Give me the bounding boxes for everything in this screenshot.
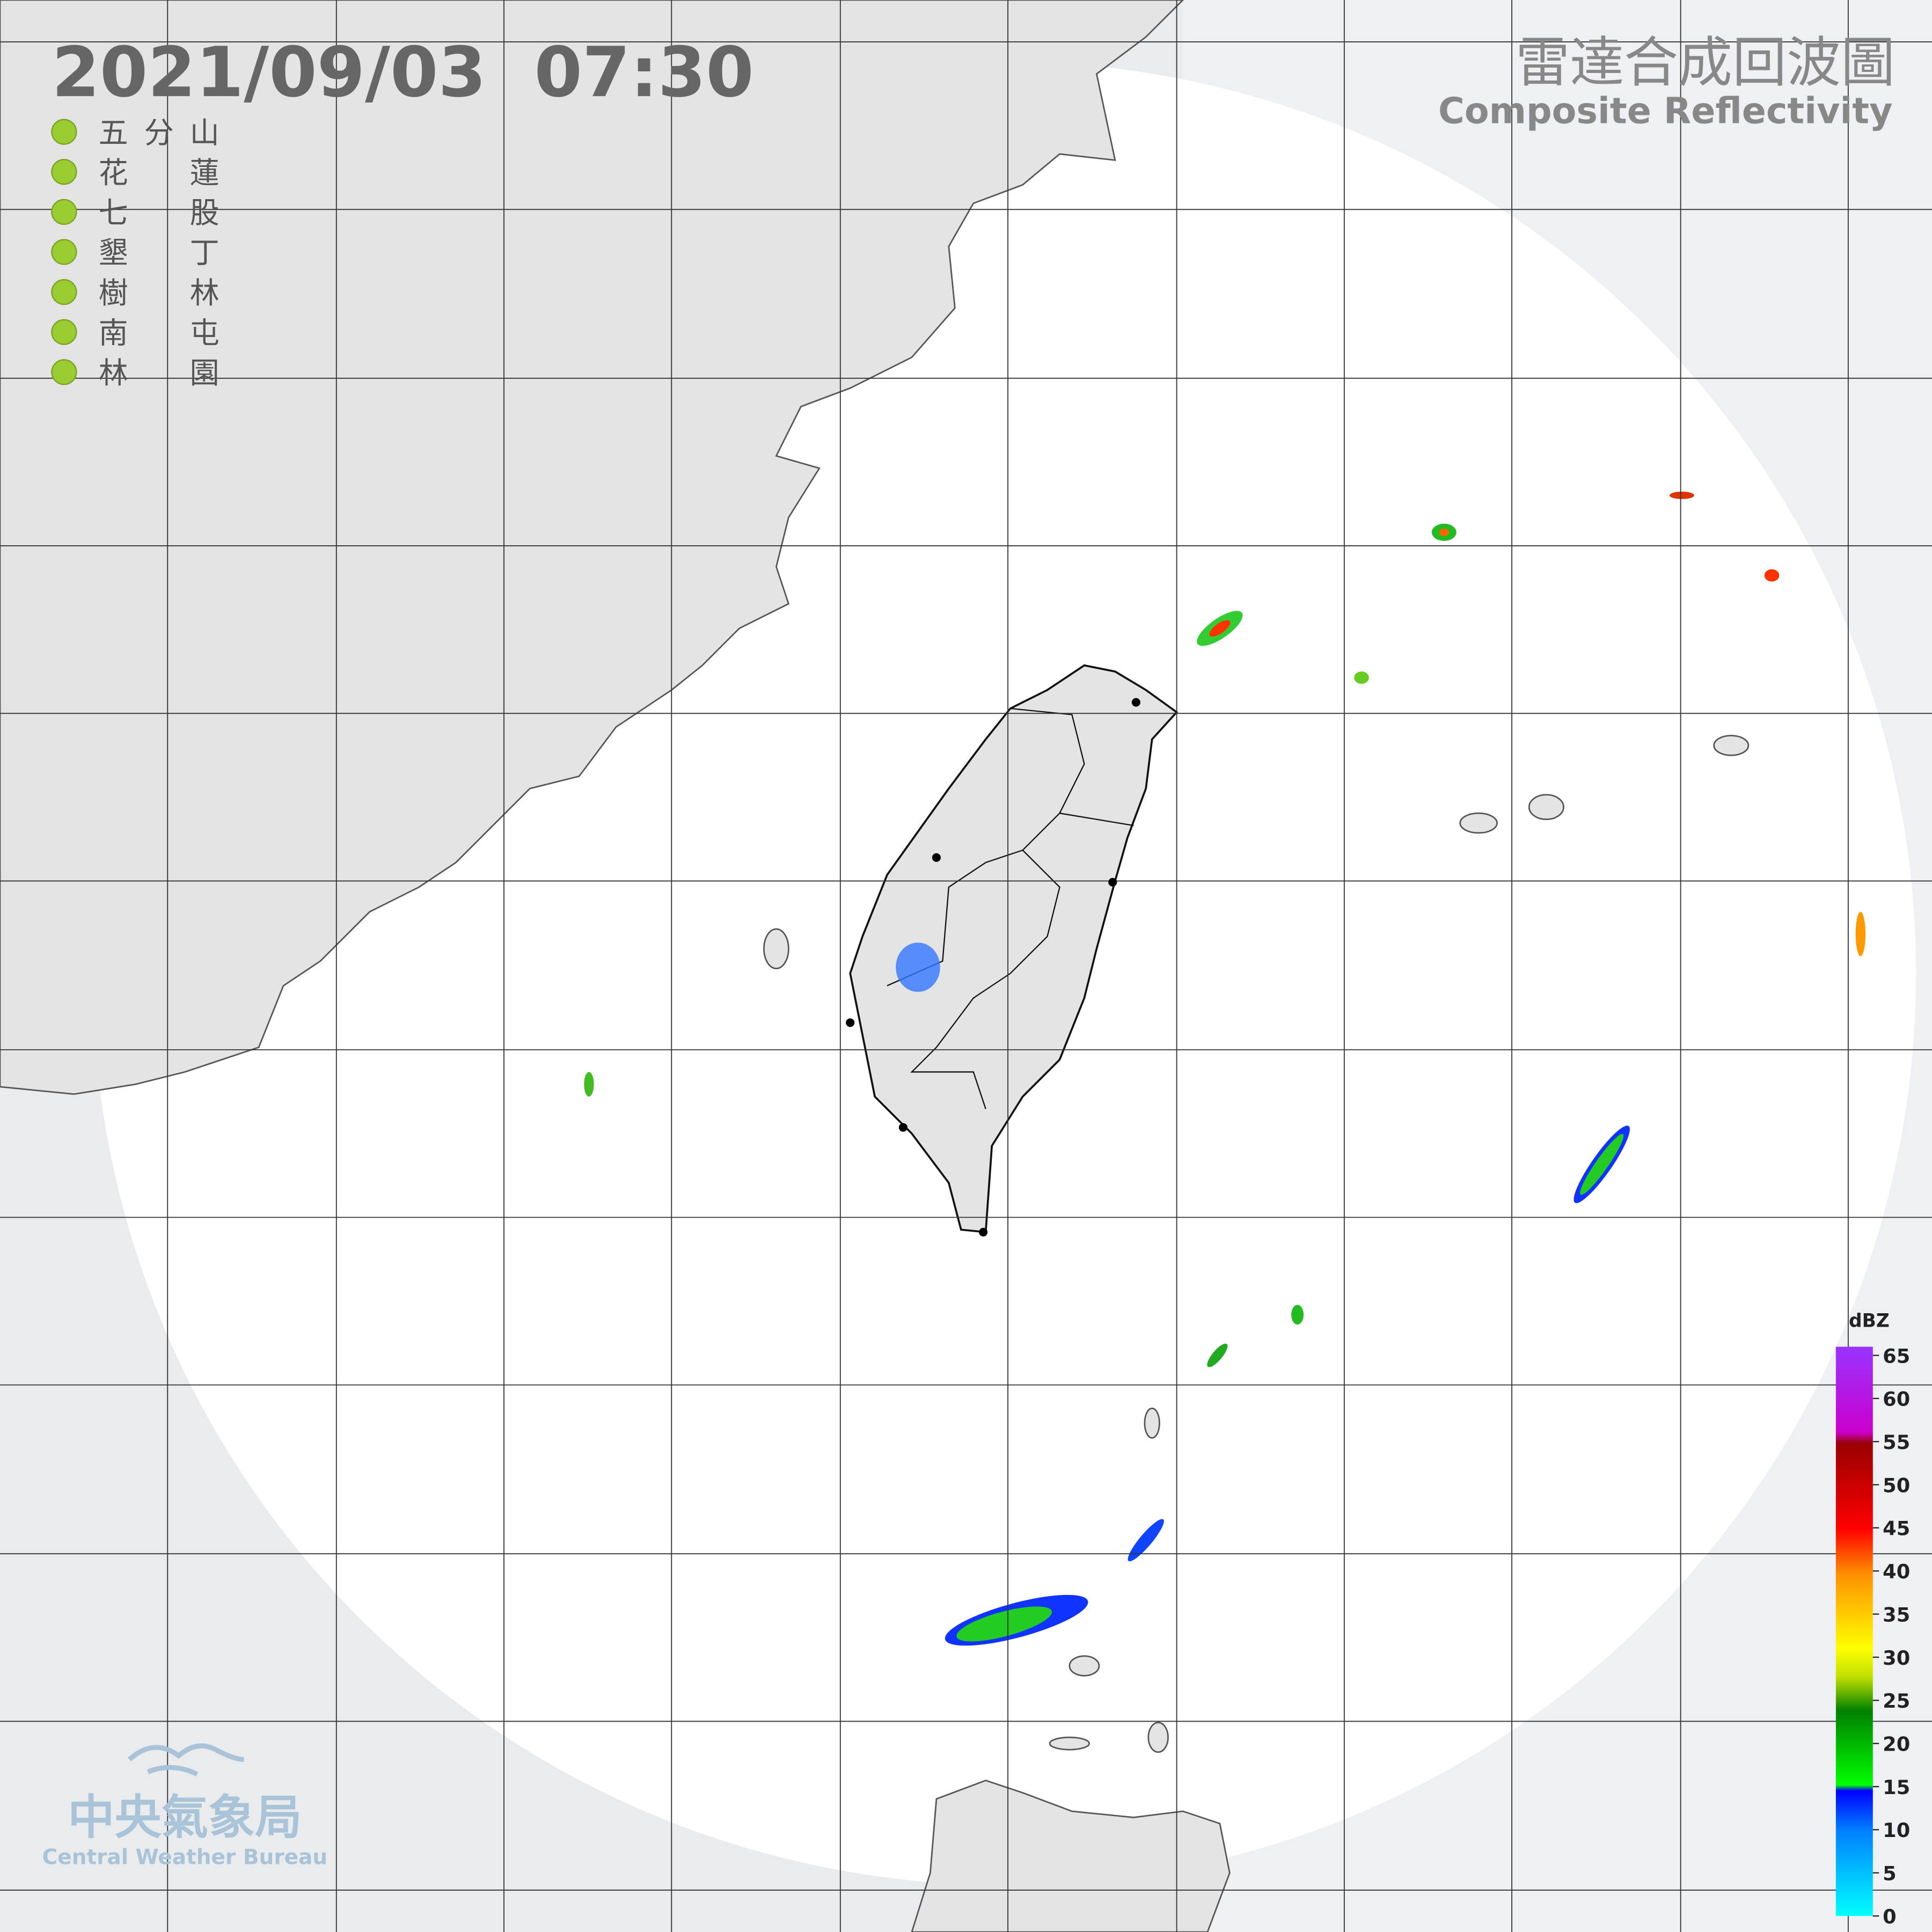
legend-tick-label: 65 [1883, 1344, 1910, 1367]
title: 雷達合成回波圖 [1516, 31, 1895, 94]
county-borders [887, 708, 1134, 1109]
station-dot [51, 319, 77, 345]
china-coast [0, 0, 1184, 1095]
station-dot [51, 119, 77, 145]
luzon [911, 1780, 1231, 1932]
station-dot [51, 199, 77, 225]
taiwan [849, 664, 1179, 1233]
station-name: 五分山 [99, 115, 219, 150]
legend-tick-label: 50 [1883, 1474, 1910, 1497]
legend-tick-label: 25 [1883, 1689, 1910, 1713]
radar-sites [846, 698, 1140, 1236]
islands [763, 735, 1750, 1753]
legend-tick-label: 20 [1883, 1733, 1910, 1756]
legend-tick-label: 60 [1883, 1388, 1910, 1411]
legend-tick-label: 45 [1883, 1517, 1910, 1540]
logo-english: Central Weather Bureau [42, 1846, 328, 1870]
legend-tick-label: 15 [1883, 1776, 1910, 1799]
legend-tick-label: 10 [1883, 1819, 1910, 1842]
station-dot [51, 159, 77, 185]
color-bar [1835, 1346, 1873, 1916]
logo: 中央氣象局 Central Weather Bureau [42, 1743, 328, 1870]
station-dot [51, 279, 77, 305]
legend-tick-label: 5 [1883, 1862, 1897, 1885]
subtitle: Composite Reflectivity [1438, 90, 1892, 132]
legend-tick-label: 30 [1883, 1646, 1910, 1670]
legend-unit: dBZ [1849, 1311, 1890, 1332]
legend-tick-label: 0 [1883, 1905, 1897, 1928]
station-dot [51, 239, 77, 265]
station-dot [51, 359, 77, 385]
legend-ticks: 0 5 10 15 20 25 30 35 40 45 50 55 60 65 [1872, 1344, 1910, 1928]
logo-mark [128, 1743, 244, 1777]
echoes [584, 492, 1866, 1646]
legend-tick-label: 35 [1883, 1603, 1910, 1626]
legend-tick-label: 40 [1883, 1560, 1910, 1583]
timestamp: 2021/09/03 07:30 [52, 33, 753, 113]
legend-tick-label: 55 [1883, 1431, 1910, 1454]
logo-name: 中央氣象局 [68, 1790, 302, 1845]
